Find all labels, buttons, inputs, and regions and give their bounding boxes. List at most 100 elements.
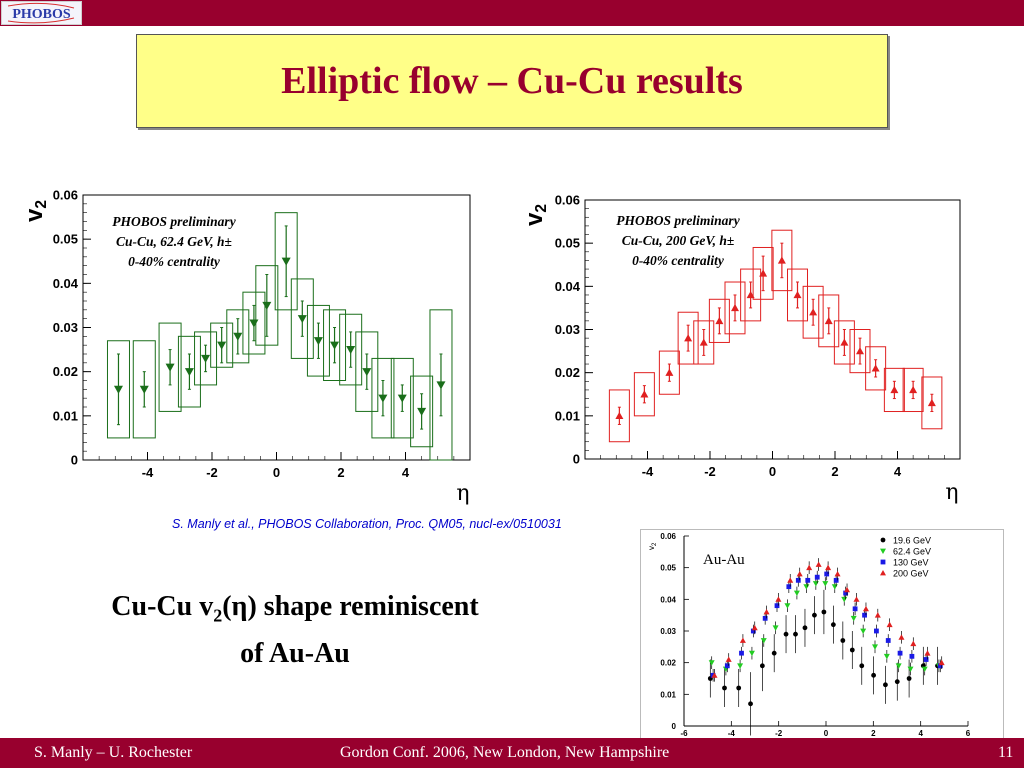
data-point bbox=[787, 577, 794, 583]
auau-inset: 00.010.020.030.040.050.06-6-4-20246v2ηAu… bbox=[640, 529, 1004, 750]
series-0 bbox=[106, 212, 453, 461]
footer-conference: Gordon Conf. 2006, New London, New Hamps… bbox=[340, 744, 670, 761]
data-point bbox=[724, 663, 730, 669]
x-tick-label: 0 bbox=[769, 464, 776, 479]
data-point bbox=[417, 407, 427, 416]
y-tick-label: 0.06 bbox=[555, 193, 580, 208]
data-point bbox=[906, 676, 912, 681]
data-point bbox=[739, 637, 746, 643]
data-point bbox=[834, 571, 841, 577]
systematic-box bbox=[158, 322, 182, 412]
y-axis-title: v2 bbox=[521, 204, 550, 226]
y-tick-label: 0.03 bbox=[660, 627, 676, 636]
data-point bbox=[715, 316, 724, 325]
data-point bbox=[833, 577, 839, 583]
systematic-box bbox=[708, 298, 730, 343]
data-point bbox=[748, 650, 755, 657]
series-0 bbox=[608, 229, 943, 443]
svg-text:PHOBOS: PHOBOS bbox=[12, 7, 71, 22]
y-tick-label: 0.03 bbox=[53, 320, 78, 335]
systematic-box bbox=[429, 309, 453, 461]
data-point bbox=[814, 574, 820, 580]
y-tick-label: 0.04 bbox=[660, 595, 676, 604]
data-point bbox=[862, 612, 867, 618]
data-point bbox=[795, 577, 801, 583]
footer-page-number: 11 bbox=[998, 744, 1014, 761]
data-point bbox=[803, 584, 810, 590]
x-tick-label: -4 bbox=[728, 729, 736, 738]
data-point bbox=[824, 571, 830, 577]
footer-bar: S. Manly – U. Rochester Gordon Conf. 200… bbox=[0, 738, 1024, 768]
data-point bbox=[346, 345, 356, 355]
data-point bbox=[313, 337, 323, 346]
data-point bbox=[937, 663, 943, 669]
data-point bbox=[886, 621, 893, 628]
data-point bbox=[763, 609, 770, 615]
systematic-box bbox=[608, 389, 630, 443]
plot-annotation-line: 0-40% centrality bbox=[632, 253, 725, 268]
data-point bbox=[831, 584, 838, 590]
systematic-box bbox=[849, 329, 871, 374]
data-point bbox=[874, 628, 879, 634]
cucu-62-plot: 0 0.01 0.02 0.03 0.04 0.05 0.06 -4 -2 0 2 4 v2 η PHOBO… bbox=[21, 188, 471, 506]
data-point bbox=[825, 564, 832, 571]
data-point bbox=[397, 394, 407, 403]
data-point bbox=[362, 368, 372, 377]
data-point bbox=[910, 640, 917, 647]
legend-label: 62.4 GeV bbox=[893, 547, 931, 557]
data-point bbox=[806, 564, 813, 571]
data-point bbox=[853, 596, 860, 602]
data-point bbox=[725, 656, 732, 662]
systematic-box bbox=[371, 357, 395, 439]
y-axis-title: v2 bbox=[647, 542, 658, 550]
data-point bbox=[711, 672, 718, 678]
data-point bbox=[736, 685, 742, 691]
data-point bbox=[699, 338, 708, 346]
data-point bbox=[665, 368, 674, 376]
plot-annotation-line: PHOBOS preliminary bbox=[112, 214, 236, 229]
data-point bbox=[809, 308, 818, 316]
data-point bbox=[751, 624, 758, 631]
systematic-box bbox=[339, 313, 363, 386]
x-axis-title: η bbox=[456, 481, 469, 506]
plot-annotation-line: 0-40% centrality bbox=[128, 254, 221, 269]
data-point bbox=[217, 341, 227, 350]
x-tick-label: 4 bbox=[402, 465, 410, 480]
title-box: Elliptic flow – Cu-Cu results bbox=[136, 34, 888, 128]
data-point bbox=[852, 606, 858, 612]
systematic-box bbox=[242, 291, 266, 355]
data-point bbox=[262, 301, 272, 310]
systematic-box bbox=[410, 375, 434, 448]
systematic-box bbox=[355, 331, 379, 412]
systematic-box bbox=[802, 285, 824, 339]
data-point bbox=[909, 385, 918, 394]
y-tick-label: 0.06 bbox=[660, 532, 676, 541]
data-point bbox=[722, 685, 727, 691]
systematic-box bbox=[677, 311, 699, 365]
x-tick-label: -2 bbox=[775, 729, 783, 738]
data-point bbox=[201, 354, 211, 363]
systematic-box bbox=[740, 268, 762, 322]
y-tick-label: 0.04 bbox=[53, 276, 79, 291]
data-point bbox=[802, 625, 808, 631]
series-62.4-gev: 62.4 GeV bbox=[708, 547, 942, 676]
systematic-box bbox=[902, 367, 924, 413]
systematic-box bbox=[194, 331, 218, 386]
data-point bbox=[830, 622, 836, 628]
data-point bbox=[824, 316, 833, 325]
cucu-200-plot: 0 0.01 0.02 0.03 0.04 0.05 0.06 -4 -2 0 2 4 v2 η PHOBO… bbox=[521, 193, 961, 505]
data-point bbox=[777, 256, 786, 264]
data-point bbox=[812, 612, 817, 618]
data-point bbox=[871, 364, 880, 372]
x-axis-title: η bbox=[945, 480, 958, 505]
data-point bbox=[784, 603, 791, 609]
systematic-box bbox=[210, 322, 234, 368]
x-tick-label: 0 bbox=[824, 729, 829, 738]
data-point bbox=[786, 584, 792, 590]
data-point bbox=[737, 663, 744, 669]
systematic-box bbox=[883, 367, 905, 413]
data-point bbox=[774, 603, 780, 609]
plot-frame bbox=[82, 194, 471, 461]
data-point bbox=[822, 581, 829, 587]
x-tick-label: 0 bbox=[273, 465, 280, 480]
